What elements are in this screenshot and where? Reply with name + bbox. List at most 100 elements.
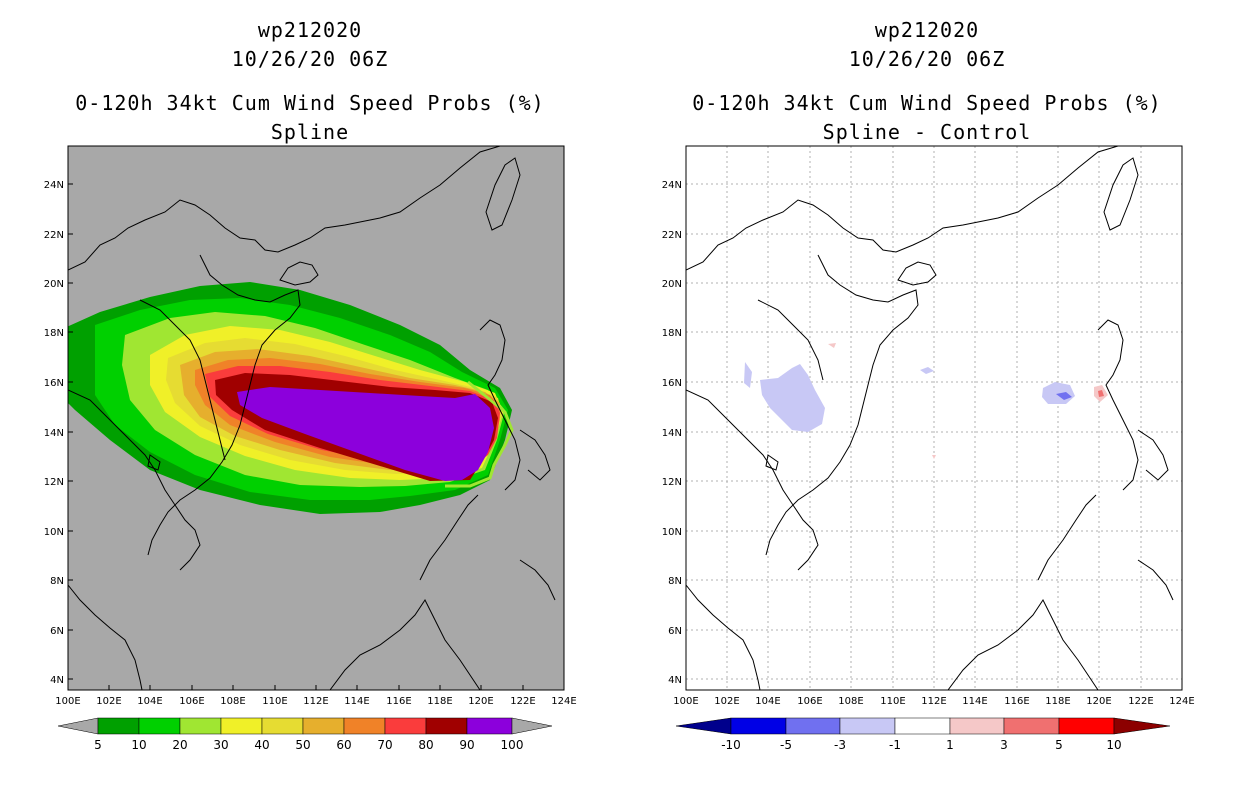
left-title-product: 0-120h 34kt Cum Wind Speed Probs (%) [75, 91, 545, 115]
right-lat-label: 12N [662, 477, 682, 488]
left-colorbar-label: 50 [295, 738, 310, 752]
left-colorbar-label: 70 [377, 738, 392, 752]
right-lon-label: 116E [1004, 696, 1029, 707]
right-colorbar-swatch [1058, 717, 1115, 735]
right-colorbar-swatch [839, 717, 896, 735]
right-title-method: Spline - Control [822, 120, 1032, 144]
right-colorbar-swatch [949, 717, 1005, 735]
left-lat-label: 24N [44, 180, 64, 191]
right-lon-label: 122E [1128, 696, 1153, 707]
left-title-storm: wp212020 [257, 18, 363, 42]
right-lon-label: 106E [797, 696, 822, 707]
left-lon-label: 124E [551, 696, 576, 707]
diff-blob-neg-3 [920, 367, 934, 374]
prob-band-100 [237, 387, 494, 481]
left-colorbar-label: 90 [459, 738, 474, 752]
left-lon-label: 106E [179, 696, 204, 707]
left-colorbar [57, 717, 553, 735]
left-lon-label: 114E [344, 696, 369, 707]
left-lon-label: 122E [510, 696, 535, 707]
left-colorbar-swatch [466, 717, 513, 735]
right-lon-label: 100E [673, 696, 698, 707]
diff-blob-neg-5 [1056, 392, 1072, 400]
left-colorbar-swatch [343, 717, 386, 735]
left-lon-label: 120E [468, 696, 493, 707]
left-colorbar-swatch [384, 717, 427, 735]
left-lon-labels: 100E 102E 104E 106E 108E 110E 112E 114E … [55, 696, 576, 707]
right-lon-label: 118E [1045, 696, 1070, 707]
right-colorbar [675, 717, 1171, 735]
left-lon-label: 112E [303, 696, 328, 707]
left-colorbar-label: 20 [172, 738, 187, 752]
right-colorbar-label: -10 [721, 738, 741, 752]
right-lat-label: 10N [662, 527, 682, 538]
left-lon-label: 110E [262, 696, 287, 707]
right-lat-label: 8N [668, 576, 682, 587]
right-difference-map: 24N 22N 20N 18N 16N 14N 12N 10N 8N 6N 4N… [662, 145, 1195, 752]
right-title-product: 0-120h 34kt Cum Wind Speed Probs (%) [692, 91, 1162, 115]
right-lon-label: 114E [962, 696, 987, 707]
right-colorbar-label: -3 [834, 738, 846, 752]
right-colorbar-label: 10 [1106, 738, 1121, 752]
left-colorbar-swatch [138, 717, 181, 735]
diff-blob-neg-3 [760, 364, 825, 432]
left-lat-label: 10N [44, 527, 64, 538]
prob-band-100-edge [445, 380, 514, 488]
right-lat-labels: 24N 22N 20N 18N 16N 14N 12N 10N 8N 6N 4N [662, 180, 682, 686]
left-colorbar-swatch [220, 717, 263, 735]
left-lon-label: 100E [55, 696, 80, 707]
right-difference-blobs [744, 343, 1108, 459]
left-lat-label: 8N [50, 576, 64, 587]
right-colorbar-label: 3 [1000, 738, 1008, 752]
diff-blob-neg-3 [744, 362, 752, 388]
left-lon-label: 116E [386, 696, 411, 707]
right-colorbar-swatch [1003, 717, 1060, 735]
left-colorbar-swatch [302, 717, 345, 735]
right-lon-label: 112E [921, 696, 946, 707]
left-colorbar-swatch [97, 717, 140, 735]
diff-blob-pos-1 [828, 343, 836, 348]
diff-blob-pos-3 [1098, 390, 1104, 397]
right-title-date: 10/26/20 06Z [848, 47, 1006, 71]
right-colorbar-label: 5 [1055, 738, 1063, 752]
left-colorbar-label: 5 [94, 738, 102, 752]
right-map-frame [685, 145, 1183, 691]
left-colorbar-label: 40 [254, 738, 269, 752]
right-colorbar-label: 1 [946, 738, 954, 752]
right-lat-label: 16N [662, 378, 682, 389]
left-lon-label: 108E [220, 696, 245, 707]
right-colorbar-swatch [730, 717, 787, 735]
left-lon-label: 118E [427, 696, 452, 707]
left-colorbar-arrow-high [511, 717, 553, 735]
right-title-storm: wp212020 [874, 18, 980, 42]
right-colorbar-labels: -10 -5 -3 -1 1 3 5 10 [721, 738, 1121, 752]
left-lat-labels: 24N 22N 20N 18N 16N 14N 12N 10N 8N 6N 4N [44, 180, 64, 686]
left-colorbar-label: 10 [131, 738, 146, 752]
left-colorbar-swatch [261, 717, 304, 735]
left-lat-label: 12N [44, 477, 64, 488]
right-lon-label: 102E [714, 696, 739, 707]
right-colorbar-swatch [894, 717, 951, 735]
right-lat-label: 4N [668, 675, 682, 686]
left-probability-map: 24N 22N 20N 18N 16N 14N 12N 10N 8N 6N 4N… [44, 145, 577, 752]
left-lon-label: 102E [96, 696, 121, 707]
left-colorbar-swatch [179, 717, 222, 735]
right-colorbar-arrow-low [675, 717, 732, 735]
left-coastlines [68, 146, 556, 690]
right-colorbar-arrow-high [1113, 717, 1171, 735]
left-title-date: 10/26/20 06Z [231, 47, 389, 71]
right-lon-label: 124E [1169, 696, 1194, 707]
right-lon-label: 108E [838, 696, 863, 707]
left-lat-label: 4N [50, 675, 64, 686]
diff-blob-pos-1 [932, 455, 936, 459]
left-colorbar-label: 100 [501, 738, 524, 752]
left-colorbar-label: 30 [213, 738, 228, 752]
right-lat-label: 22N [662, 230, 682, 241]
right-lat-label: 20N [662, 279, 682, 290]
right-lon-label: 104E [755, 696, 780, 707]
left-colorbar-labels: 5 10 20 30 40 50 60 70 80 90 100 [94, 738, 523, 752]
left-title-method: Spline [270, 120, 350, 144]
left-colorbar-arrow-low [57, 717, 99, 735]
right-lon-labels: 100E 102E 104E 106E 108E 110E 112E 114E … [673, 696, 1194, 707]
right-lat-label: 6N [668, 626, 682, 637]
